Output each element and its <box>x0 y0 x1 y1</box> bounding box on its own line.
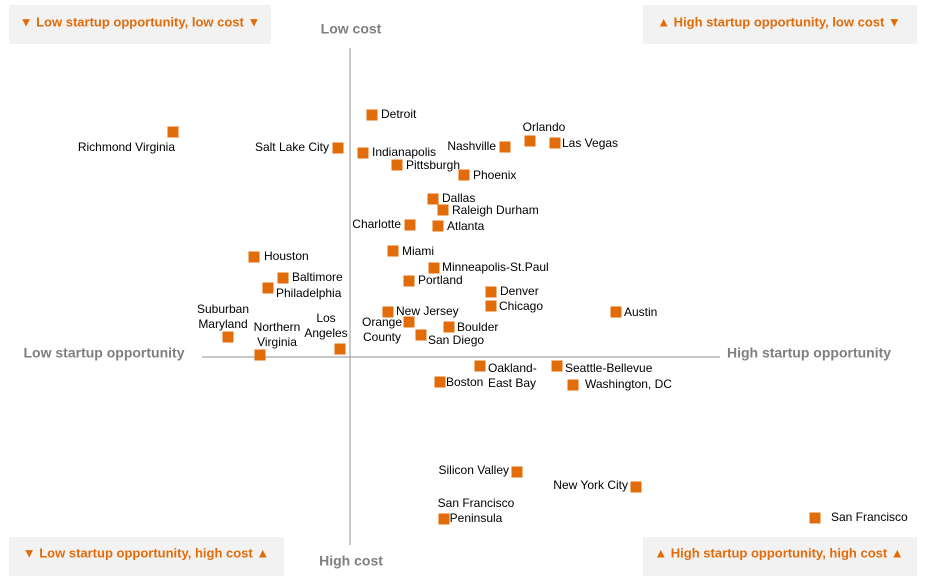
point-label: San Diego <box>428 333 484 347</box>
point <box>167 126 179 138</box>
point-label: Oakland-East Bay <box>488 361 537 390</box>
point-label: Austin <box>624 305 657 319</box>
point <box>391 159 403 171</box>
point <box>432 220 444 232</box>
point <box>404 219 416 231</box>
point-label: Northern Virginia <box>254 320 301 349</box>
point-label: Richmond Virginia <box>78 140 175 154</box>
point-label: New York City <box>553 478 628 492</box>
point <box>511 466 523 478</box>
point-label: San Francisco Peninsula <box>438 496 515 525</box>
point-label: Chicago <box>499 299 543 313</box>
quadrant-box <box>643 5 917 44</box>
point-label: Baltimore <box>292 270 343 284</box>
point-label: Denver <box>500 284 539 298</box>
point-label: Minneapolis-St.Paul <box>442 260 549 274</box>
point <box>485 286 497 298</box>
point <box>403 316 415 328</box>
quadrant-label: ▼ Low startup opportunity, low cost ▼ <box>20 14 261 29</box>
point-label: San Francisco <box>831 510 908 524</box>
point-label: Portland <box>418 273 463 287</box>
point-label: Nashville <box>447 139 496 153</box>
point <box>474 360 486 372</box>
point <box>382 306 394 318</box>
point <box>567 379 579 391</box>
point-label: Las Vegas <box>562 136 618 150</box>
point-label: Washington, DC <box>585 377 672 391</box>
axis-label: Low startup opportunity <box>24 345 185 361</box>
point <box>387 245 399 257</box>
point <box>332 142 344 154</box>
point <box>438 513 450 525</box>
point-label: Suburban Maryland <box>197 302 249 331</box>
point <box>551 360 563 372</box>
point <box>524 135 536 147</box>
point-label: Indianapolis <box>372 145 436 159</box>
point-label: Miami <box>402 244 434 258</box>
point-label: Orange County <box>362 315 402 344</box>
point <box>222 331 234 343</box>
point <box>458 169 470 181</box>
quadrant-label: ▼ Low startup opportunity, high cost ▲ <box>23 545 269 560</box>
point <box>549 137 561 149</box>
point-label: Pittsburgh <box>406 158 460 172</box>
quadrant-box <box>643 537 917 576</box>
point-label: New Jersey <box>396 304 459 318</box>
point <box>485 300 497 312</box>
point <box>415 329 427 341</box>
point <box>443 321 455 333</box>
point-label: Houston <box>264 249 309 263</box>
point <box>366 109 378 121</box>
point-label: Detroit <box>381 107 417 121</box>
point-label: Silicon Valley <box>439 463 509 477</box>
point <box>428 262 440 274</box>
point-label: Boulder <box>457 320 498 334</box>
point <box>427 193 439 205</box>
point-label: Atlanta <box>447 219 485 233</box>
point <box>610 306 622 318</box>
axis-label: High cost <box>319 553 383 569</box>
point-label: Orlando <box>523 120 566 134</box>
point <box>248 251 260 263</box>
point-label: Phoenix <box>473 168 516 182</box>
quadrant-label: ▲ High startup opportunity, high cost ▲ <box>654 545 903 560</box>
point <box>437 204 449 216</box>
point <box>403 275 415 287</box>
point-label: Raleigh Durham <box>452 203 539 217</box>
point <box>254 349 266 361</box>
point <box>277 272 289 284</box>
point-label: Salt Lake City <box>255 140 329 154</box>
quadrant-box <box>9 5 271 44</box>
point-label: Charlotte <box>352 217 401 231</box>
axis-label: Low cost <box>321 21 382 37</box>
point-label: Philadelphia <box>276 286 342 300</box>
point-label: Seattle-Bellevue <box>565 361 653 375</box>
point <box>262 282 274 294</box>
point <box>499 141 511 153</box>
point <box>434 376 446 388</box>
quadrant-label: ▲ High startup opportunity, low cost ▼ <box>657 14 901 29</box>
point <box>630 481 642 493</box>
quadrant-box <box>9 537 284 576</box>
point-label: Boston <box>446 375 483 389</box>
point-label: Dallas <box>442 191 475 205</box>
point <box>334 343 346 355</box>
point-label: Los Angeles <box>304 311 347 340</box>
point <box>357 147 369 159</box>
point <box>809 512 821 524</box>
axis-label: High startup opportunity <box>727 345 891 361</box>
